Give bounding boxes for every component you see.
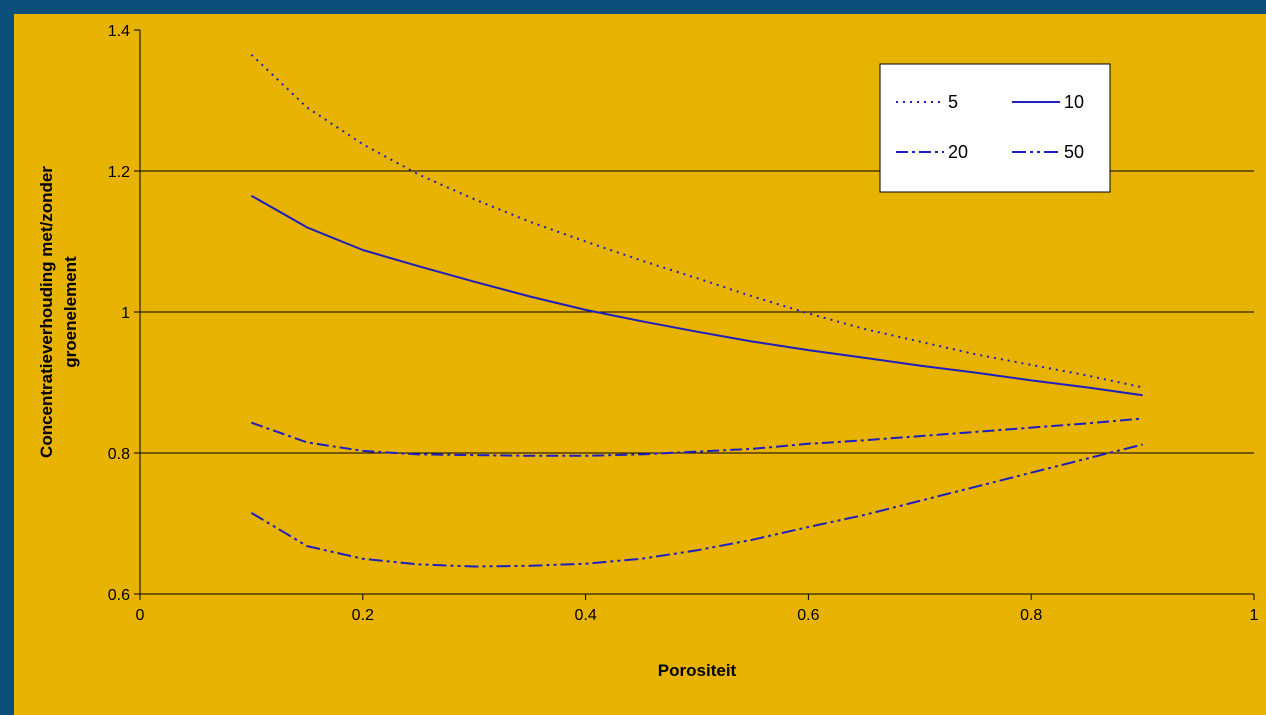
line-chart: 0.6 0.8 1 1.2 1.4 0 0.2 0.4 0.6 0.8 1 Porositeit Con… (37, 23, 1259, 680)
legend-label-50: 50 (1064, 142, 1084, 162)
legend-box (879, 63, 1111, 193)
series-line-50 (250, 443, 1143, 568)
x-axis-title: Porositeit (658, 661, 737, 680)
y-tick-label: 0.8 (108, 446, 130, 463)
x-tick-label: 0.8 (1020, 607, 1042, 624)
series-line-10 (250, 194, 1143, 397)
y-axis-title-line-2: groenelement (61, 256, 80, 368)
legend-label-5: 5 (948, 92, 958, 112)
chart-frame: 0.6 0.8 1 1.2 1.4 0 0.2 0.4 0.6 0.8 1 Porositeit Con… (14, 14, 1266, 715)
series-line-20 (251, 417, 1143, 457)
y-axis-title-line-1: Concentratieverhouding met/zonder (37, 166, 56, 458)
legend-label-20: 20 (948, 142, 968, 162)
x-tick-label: 0.4 (574, 607, 596, 624)
x-tick-label: 0 (136, 607, 145, 624)
x-tick-label: 0.2 (352, 607, 374, 624)
x-tick-label: 0.6 (797, 607, 819, 624)
y-tick-label: 0.6 (108, 587, 130, 604)
y-tick-label: 1 (121, 305, 130, 322)
series-line-5 (250, 53, 1143, 389)
legend-label-10: 10 (1064, 92, 1084, 112)
x-tick-label: 1 (1250, 607, 1259, 624)
y-tick-label: 1.4 (108, 23, 130, 40)
y-tick-label: 1.2 (108, 164, 130, 181)
